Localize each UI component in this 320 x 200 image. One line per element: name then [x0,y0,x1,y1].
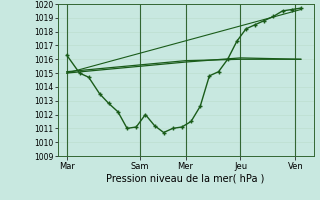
X-axis label: Pression niveau de la mer( hPa ): Pression niveau de la mer( hPa ) [107,173,265,183]
